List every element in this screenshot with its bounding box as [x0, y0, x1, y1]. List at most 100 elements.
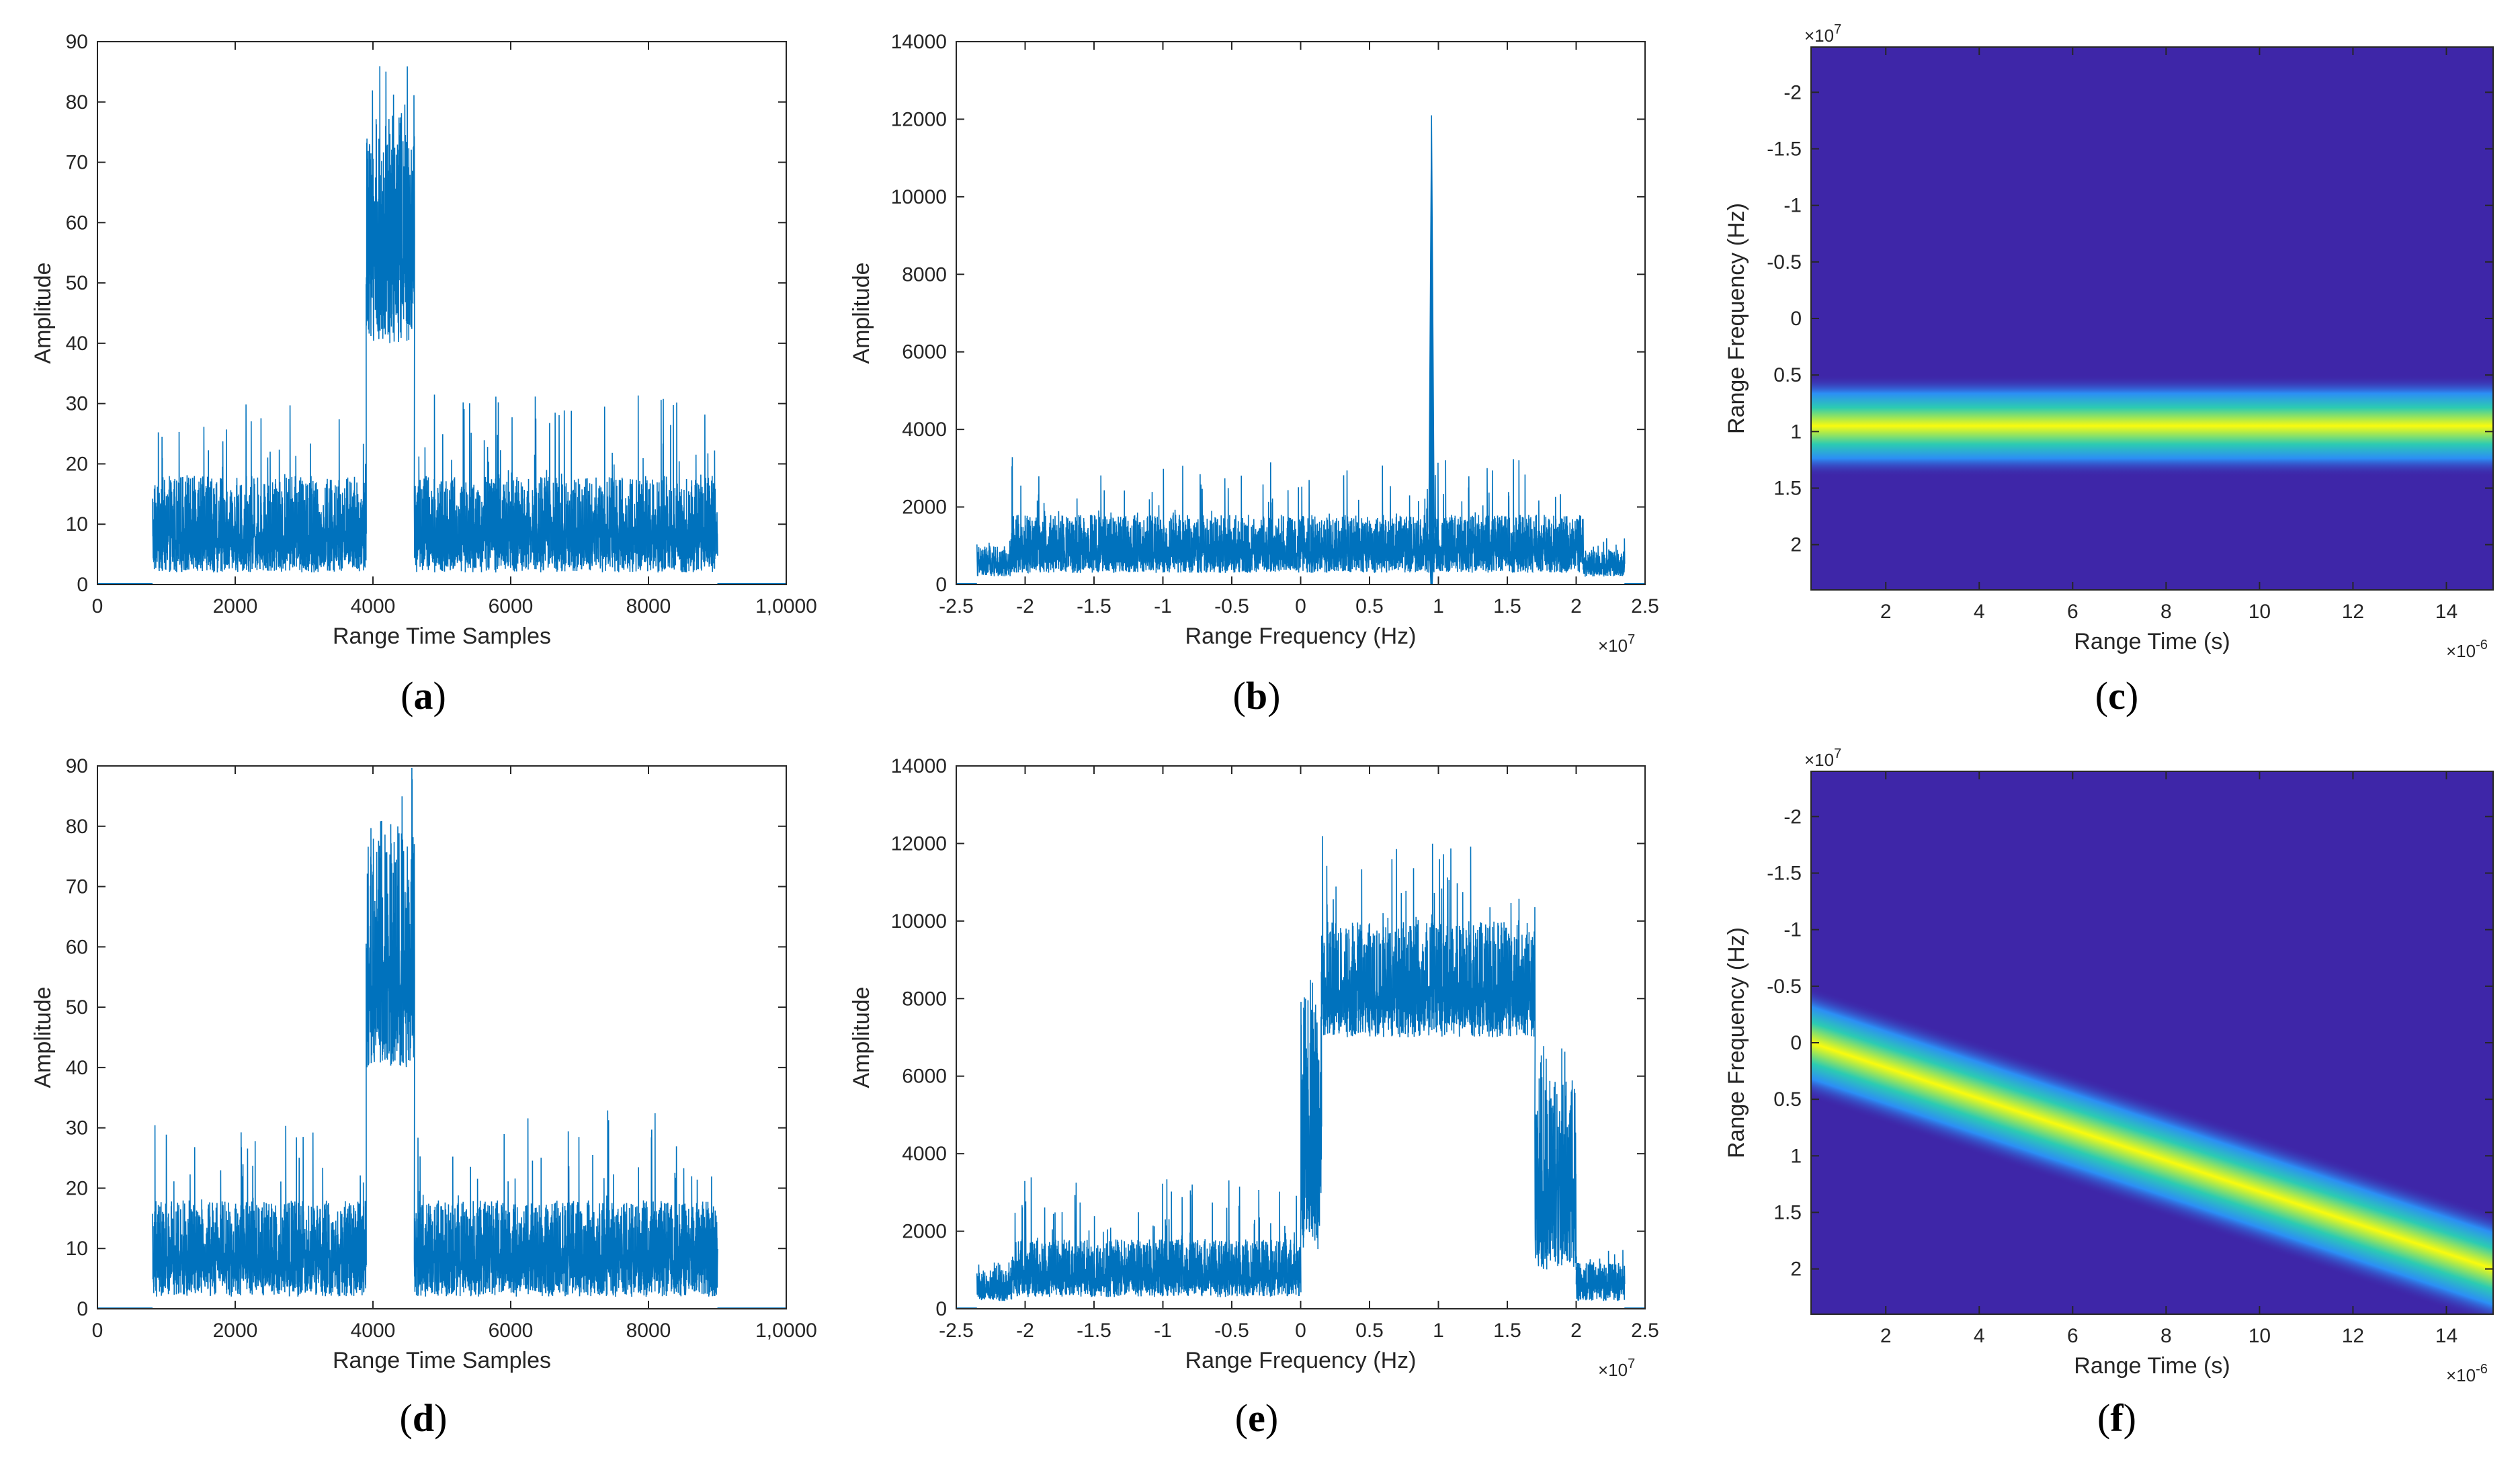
x-tick-label: 6000: [489, 595, 534, 617]
y-tick-label: 20: [66, 1177, 88, 1199]
y-tick-label: 60: [66, 212, 88, 234]
x-tick-label: 4000: [351, 595, 396, 617]
x-tick-label: -0.5: [1214, 1320, 1249, 1342]
y-tick-label: 2000: [902, 1221, 947, 1243]
x-tick-label: 2.5: [1631, 595, 1659, 617]
x-tick-label: 6: [2067, 1325, 2078, 1347]
spike-peak: [1428, 115, 1435, 585]
x-axis-label: Range Frequency (Hz): [1185, 623, 1417, 649]
y-tick-label: 10: [66, 1238, 88, 1260]
x-tick-label: -1.5: [1077, 1320, 1111, 1342]
panel-label: (a): [401, 674, 446, 718]
y-tick-label: 12000: [891, 832, 947, 855]
panel-d: 0 2000 4000 6000 8000 1,0000 0 10 20 30 40 50 60 70 80…: [30, 755, 817, 1440]
y-tick-label: 10000: [891, 186, 947, 208]
y-tick-label: -2: [1783, 806, 1802, 828]
y-tick-label: 14000: [891, 31, 947, 53]
y-exponent-label: ×107: [1804, 746, 1841, 770]
y-tick-label: 60: [66, 936, 88, 958]
x-axis-label: Range Time Samples: [333, 623, 551, 649]
y-tick-label: 70: [66, 876, 88, 898]
y-axis-label: Range Frequency (Hz): [1724, 927, 1749, 1158]
y-tick-label: 80: [66, 91, 88, 114]
x-tick-label: 6: [2067, 601, 2078, 623]
y-tick-label: 6000: [902, 1066, 947, 1088]
x-tick-label: 0: [92, 595, 103, 617]
y-tick-label: 0: [77, 1298, 88, 1320]
y-tick-label: 2000: [902, 497, 947, 519]
x-tick-label: 14: [2435, 1325, 2458, 1347]
x-tick-label: 2.5: [1631, 1320, 1659, 1342]
panel-label: (b): [1233, 674, 1281, 718]
y-tick-label: 6000: [902, 341, 947, 363]
y-tick-label: 10000: [891, 910, 947, 933]
y-tick-label: 90: [66, 31, 88, 53]
axes-frame: [97, 765, 787, 1309]
x-tick-label: 8000: [626, 1320, 671, 1342]
panel-label: (d): [400, 1396, 448, 1440]
x-tick-label: 1: [1433, 595, 1444, 617]
heatmap-ridge: [1811, 372, 2493, 480]
y-tick-label: 30: [66, 1117, 88, 1139]
x-tick-label: 2: [1570, 595, 1582, 617]
x-tick-label: 4: [1974, 601, 1985, 623]
y-tick-label: -1: [1783, 919, 1802, 941]
y-tick-label: -1: [1783, 195, 1802, 217]
y-axis-label: Amplitude: [849, 262, 874, 363]
y-tick-label: -0.5: [1767, 251, 1802, 273]
x-tick-label: 8000: [626, 595, 671, 617]
series-line: [152, 767, 718, 1297]
y-tick-label: 4000: [902, 1143, 947, 1165]
x-tick-label: 4000: [351, 1320, 396, 1342]
x-tick-label: -1: [1154, 1320, 1172, 1342]
y-tick-label: 1.5: [1773, 478, 1802, 500]
x-tick-label: 2000: [213, 1320, 258, 1342]
series-line: [976, 836, 1626, 1301]
y-tick-label: 1: [1790, 421, 1802, 443]
x-tick-label: 8: [2160, 601, 2172, 623]
x-tick-label: 2: [1570, 1320, 1582, 1342]
x-tick-label: -0.5: [1214, 595, 1249, 617]
y-tick-label: -0.5: [1767, 976, 1802, 998]
x-tick-label: 2: [1880, 601, 1892, 623]
heatmap-background: [1811, 47, 2493, 590]
y-tick-label: 40: [66, 1057, 88, 1079]
x-tick-label: 1,0000: [755, 595, 817, 617]
x-tick-label: 0.5: [1355, 595, 1384, 617]
y-tick-label: 0: [1790, 1032, 1802, 1054]
axes-frame: [97, 41, 787, 585]
x-tick-label: -2: [1016, 595, 1034, 617]
y-tick-label: 50: [66, 272, 88, 294]
x-tick-label: -1: [1154, 595, 1172, 617]
x-exponent-label: ×107: [1598, 632, 1635, 656]
x-axis-label: Range Time (s): [2074, 1353, 2230, 1379]
panel-label: (f): [2097, 1396, 2136, 1440]
x-tick-label: 14: [2435, 601, 2458, 623]
x-tick-label: -1.5: [1077, 595, 1111, 617]
y-tick-label: 50: [66, 996, 88, 1019]
panel-f: 2 4 6 8 10 12 14 -2 -1.5 -1 -0.5 0 0.5 1 1.5 2 Range Tim…: [1724, 746, 2494, 1440]
series-line: [976, 457, 1626, 577]
x-tick-label: 1.5: [1493, 1320, 1521, 1342]
y-tick-label: 80: [66, 816, 88, 838]
y-tick-label: 1.5: [1773, 1202, 1802, 1224]
x-exponent-label: ×107: [1598, 1357, 1635, 1380]
y-tick-label: 90: [66, 755, 88, 777]
y-tick-label: 0.5: [1773, 364, 1802, 386]
x-axis-label: Range Frequency (Hz): [1185, 1348, 1417, 1373]
y-tick-label: 30: [66, 393, 88, 415]
x-tick-label: 0.5: [1355, 1320, 1384, 1342]
x-tick-label: 2000: [213, 595, 258, 617]
heatmap-ridge: [1811, 983, 2493, 1314]
y-tick-label: 0: [77, 574, 88, 596]
x-tick-label: 2: [1880, 1325, 1892, 1347]
panel-a: 0 2000 4000 6000 8000 1,0000 0 10 20 30 40 50 60 70 80…: [30, 31, 817, 718]
axes-frame: [956, 41, 1646, 585]
y-axis-label: Range Frequency (Hz): [1724, 203, 1749, 434]
y-tick-label: 14000: [891, 755, 947, 777]
x-tick-label: -2.5: [939, 595, 974, 617]
panel-b: -2.5 -2 -1.5 -1 -0.5 0 0.5 1 1.5 2 2.5 0 2000 4000 600…: [849, 31, 1659, 718]
x-tick-label: 6000: [489, 1320, 534, 1342]
x-tick-label: 10: [2249, 601, 2271, 623]
